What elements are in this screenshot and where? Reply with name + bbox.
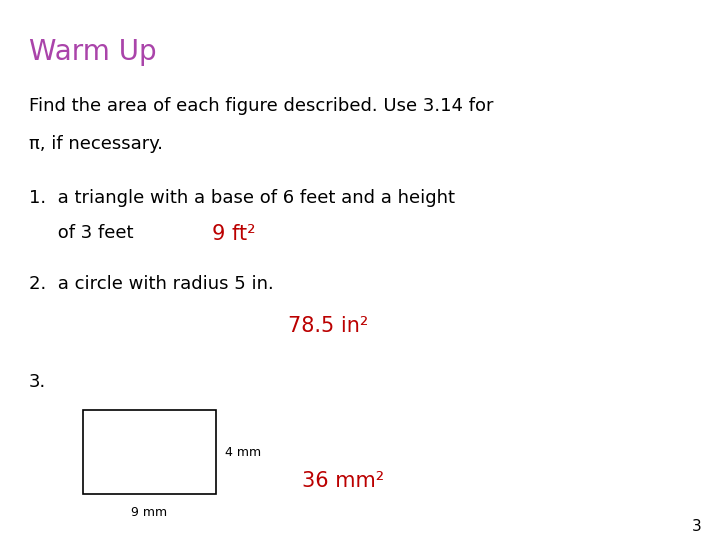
Text: π, if necessary.: π, if necessary. (29, 135, 163, 153)
Bar (83, 410, 216, 494)
Text: Find the area of each figure described. Use 3.14 for: Find the area of each figure described. … (29, 97, 493, 115)
Text: 9 ft²: 9 ft² (212, 224, 256, 244)
Text: 4 mm: 4 mm (225, 446, 261, 459)
Text: 36 mm²: 36 mm² (302, 471, 384, 491)
Text: of 3 feet: of 3 feet (29, 224, 133, 242)
Text: 9 mm: 9 mm (131, 506, 168, 519)
Text: 1.  a triangle with a base of 6 feet and a height: 1. a triangle with a base of 6 feet and … (29, 189, 455, 207)
Text: 3: 3 (692, 518, 702, 534)
Text: 3.: 3. (29, 373, 46, 390)
Text: 2.  a circle with radius 5 in.: 2. a circle with radius 5 in. (29, 275, 274, 293)
Text: Warm Up: Warm Up (29, 38, 156, 66)
Text: 78.5 in²: 78.5 in² (288, 316, 369, 336)
